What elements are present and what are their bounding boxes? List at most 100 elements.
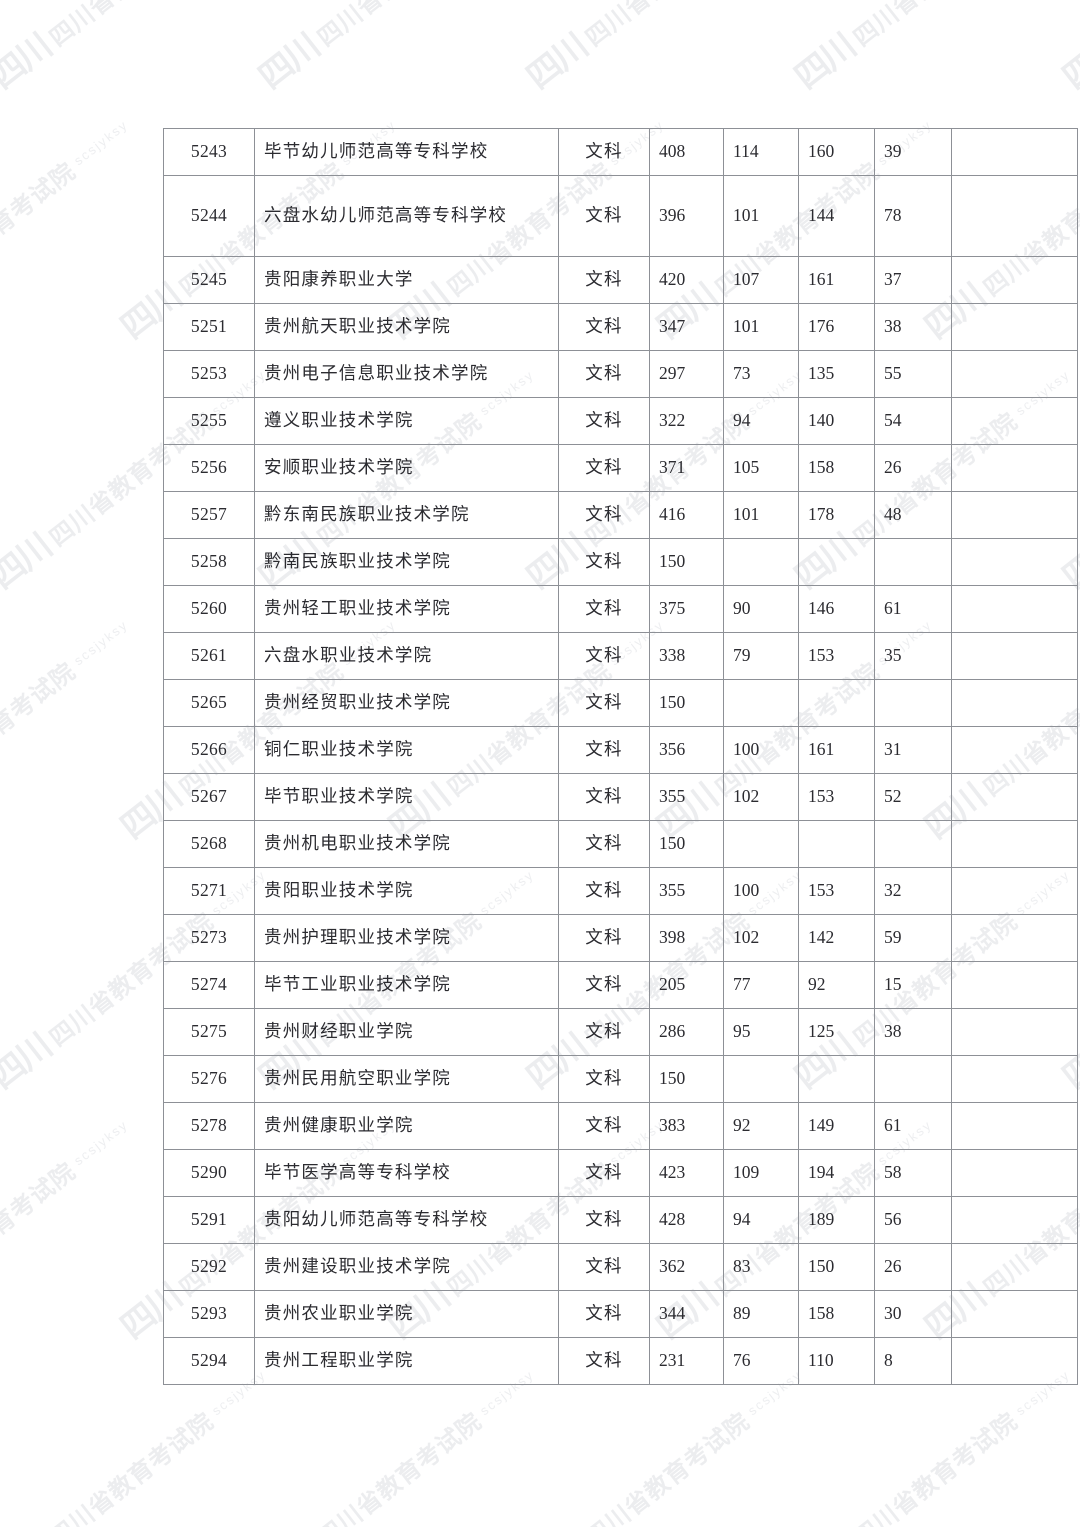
watermark-chinese-text: 四川省教育考试院 <box>0 158 82 303</box>
cell-school-name: 六盘水职业技术学院 <box>254 632 559 680</box>
cell-score-2: 94 <box>723 397 799 445</box>
table-row: 5257 黔东南民族职业技术学院 文科 416 101 178 48 <box>163 491 1078 539</box>
cell-score-3: 125 <box>798 1008 875 1056</box>
cell-score-4: 56 <box>874 1196 952 1244</box>
watermark-chinese-text: 四川省教育考试院 <box>40 0 219 53</box>
table-row: 5256 安顺职业技术学院 文科 371 105 158 26 <box>163 444 1078 492</box>
watermark-chinese-text: 四川省教育考试院 <box>844 0 1023 53</box>
cell-score-1: 338 <box>649 632 724 680</box>
cell-category: 文科 <box>558 303 650 351</box>
watermark-logo-glyph: 四川 <box>0 527 58 597</box>
table-row: 5261 六盘水职业技术学院 文科 338 79 153 35 <box>163 632 1078 680</box>
watermark-english-text: scsjyksy <box>70 616 131 669</box>
cell-score-1: 150 <box>649 1055 724 1103</box>
cell-school-name: 六盘水幼儿师范高等专科学校 <box>254 175 559 257</box>
cell-score-3: 144 <box>798 175 875 257</box>
cell-score-4: 38 <box>874 1008 952 1056</box>
cell-school-name: 贵阳职业技术学院 <box>254 867 559 915</box>
cell-score-3 <box>798 820 875 868</box>
cell-school-name: 贵阳幼儿师范高等专科学校 <box>254 1196 559 1244</box>
cell-score-2: 105 <box>723 444 799 492</box>
cell-school-name: 安顺职业技术学院 <box>254 444 559 492</box>
cell-score-1: 297 <box>649 350 724 398</box>
cell-score-4: 35 <box>874 632 952 680</box>
cell-score-1: 347 <box>649 303 724 351</box>
cell-score-1: 416 <box>649 491 724 539</box>
cell-school-name: 黔东南民族职业技术学院 <box>254 491 559 539</box>
cell-score-3: 92 <box>798 961 875 1009</box>
table-row: 5268 贵州机电职业技术学院 文科 150 <box>163 820 1078 868</box>
cell-note <box>951 1290 1078 1338</box>
cell-category: 文科 <box>558 1008 650 1056</box>
cell-score-4: 55 <box>874 350 952 398</box>
cell-school-name: 贵州电子信息职业技术学院 <box>254 350 559 398</box>
cell-score-4: 37 <box>874 256 952 304</box>
cell-school-code: 5274 <box>163 961 255 1009</box>
cell-note <box>951 867 1078 915</box>
cell-school-name: 遵义职业技术学院 <box>254 397 559 445</box>
cell-note <box>951 820 1078 868</box>
cell-score-4: 54 <box>874 397 952 445</box>
table-row: 5292 贵州建设职业技术学院 文科 362 83 150 26 <box>163 1243 1078 1291</box>
cell-score-3: 158 <box>798 1290 875 1338</box>
cell-school-code: 5257 <box>163 491 255 539</box>
cell-score-2: 73 <box>723 350 799 398</box>
cell-note <box>951 585 1078 633</box>
cell-score-3: 194 <box>798 1149 875 1197</box>
cell-score-2: 101 <box>723 491 799 539</box>
cell-category: 文科 <box>558 256 650 304</box>
cell-score-2: 92 <box>723 1102 799 1150</box>
cell-school-name: 黔南民族职业技术学院 <box>254 538 559 586</box>
cell-score-4: 58 <box>874 1149 952 1197</box>
cell-category: 文科 <box>558 1243 650 1291</box>
table-body: 5243 毕节幼儿师范高等专科学校 文科 408 114 160 39 5244 六盘水幼儿师范… <box>163 128 1078 1385</box>
cell-score-1: 150 <box>649 679 724 727</box>
table-row: 5253 贵州电子信息职业技术学院 文科 297 73 135 55 <box>163 350 1078 398</box>
cell-category: 文科 <box>558 397 650 445</box>
cell-school-name: 贵州建设职业技术学院 <box>254 1243 559 1291</box>
cell-school-name: 贵州轻工职业技术学院 <box>254 585 559 633</box>
cell-score-4: 61 <box>874 1102 952 1150</box>
cell-category: 文科 <box>558 585 650 633</box>
cell-school-code: 5258 <box>163 538 255 586</box>
cell-school-code: 5261 <box>163 632 255 680</box>
cell-score-2: 83 <box>723 1243 799 1291</box>
cell-score-1: 355 <box>649 867 724 915</box>
cell-score-2: 101 <box>723 175 799 257</box>
cell-score-2: 102 <box>723 773 799 821</box>
cell-score-1: 396 <box>649 175 724 257</box>
cell-score-1: 375 <box>649 585 724 633</box>
cell-score-2: 109 <box>723 1149 799 1197</box>
cell-score-2: 100 <box>723 726 799 774</box>
table-row: 5274 毕节工业职业技术学院 文科 205 77 92 15 <box>163 961 1078 1009</box>
cell-score-4: 26 <box>874 1243 952 1291</box>
cell-score-3: 158 <box>798 444 875 492</box>
cell-school-name: 贵州经贸职业技术学院 <box>254 679 559 727</box>
cell-category: 文科 <box>558 175 650 257</box>
cell-score-2: 90 <box>723 585 799 633</box>
admission-score-table: 5243 毕节幼儿师范高等专科学校 文科 408 114 160 39 5244 六盘水幼儿师范… <box>163 128 1078 1385</box>
cell-score-3: 160 <box>798 128 875 176</box>
cell-category: 文科 <box>558 1337 650 1385</box>
cell-score-2 <box>723 538 799 586</box>
cell-score-1: 355 <box>649 773 724 821</box>
cell-category: 文科 <box>558 538 650 586</box>
cell-category: 文科 <box>558 679 650 727</box>
cell-score-4: 61 <box>874 585 952 633</box>
cell-school-name: 毕节医学高等专科学校 <box>254 1149 559 1197</box>
cell-school-code: 5271 <box>163 867 255 915</box>
cell-score-4: 78 <box>874 175 952 257</box>
cell-note <box>951 1243 1078 1291</box>
cell-score-4: 48 <box>874 491 952 539</box>
table-row: 5243 毕节幼儿师范高等专科学校 文科 408 114 160 39 <box>163 128 1078 176</box>
cell-score-2 <box>723 820 799 868</box>
table-row: 5265 贵州经贸职业技术学院 文科 150 <box>163 679 1078 727</box>
watermark-logo-glyph: 四川 <box>520 27 594 97</box>
cell-school-code: 5260 <box>163 585 255 633</box>
cell-note <box>951 538 1078 586</box>
cell-score-3 <box>798 538 875 586</box>
